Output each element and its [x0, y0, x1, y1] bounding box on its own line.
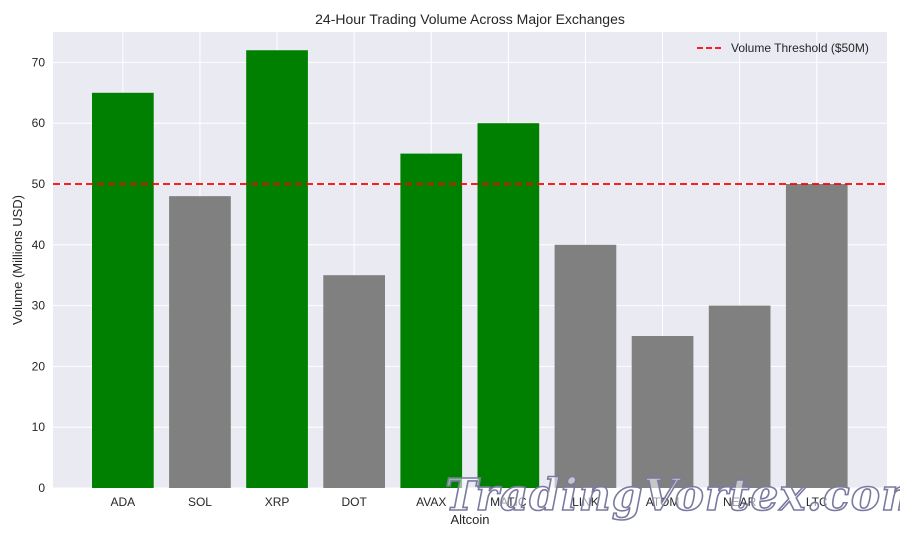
y-tick-label: 0 [38, 481, 45, 495]
bar-ada [92, 92, 154, 489]
legend: Volume Threshold ($50M) [697, 41, 869, 55]
x-tick-label: DOT [341, 495, 367, 509]
bar-ltc [785, 184, 848, 488]
y-tick-label: 40 [32, 238, 46, 252]
y-tick-label: 20 [32, 359, 46, 373]
legend-threshold-label: Volume Threshold ($50M) [731, 41, 869, 55]
bar-avax [400, 153, 463, 488]
bar-atom [631, 336, 694, 488]
x-tick-label: LTC [806, 495, 828, 509]
x-tick-label: MATIC [490, 495, 527, 509]
x-tick-label: LINK [572, 495, 599, 509]
bars [92, 50, 848, 489]
x-tick-label: NEAR [723, 495, 757, 509]
chart-title: 24-Hour Trading Volume Across Major Exch… [315, 11, 625, 27]
y-tick-label: 30 [32, 299, 46, 313]
x-tick-label: XRP [265, 495, 290, 509]
bar-sol [169, 196, 231, 488]
bar-dot [323, 275, 385, 488]
x-axis-ticks: ADA SOL XRP DOT AVAX MATIC LINK ATOM NEAR LTC [111, 495, 828, 509]
bar-link [554, 244, 617, 488]
watermark-logo: TradingVortex.com [445, 470, 900, 521]
x-axis-label: Altcoin [450, 512, 489, 527]
y-axis-ticks: 0 10 20 30 40 50 60 70 [32, 55, 46, 495]
y-axis-label: Volume (Millions USD) [10, 195, 25, 325]
bar-xrp [246, 50, 308, 489]
x-tick-label: AVAX [416, 495, 446, 509]
x-tick-label: SOL [188, 495, 212, 509]
y-tick-label: 10 [32, 420, 46, 434]
x-tick-label: ATOM [646, 495, 680, 509]
y-tick-label: 70 [32, 55, 46, 69]
y-tick-label: 50 [32, 177, 46, 191]
x-tick-label: ADA [111, 495, 136, 509]
bar-matic [477, 123, 540, 488]
y-tick-label: 60 [32, 116, 46, 130]
bar-near [708, 305, 771, 488]
